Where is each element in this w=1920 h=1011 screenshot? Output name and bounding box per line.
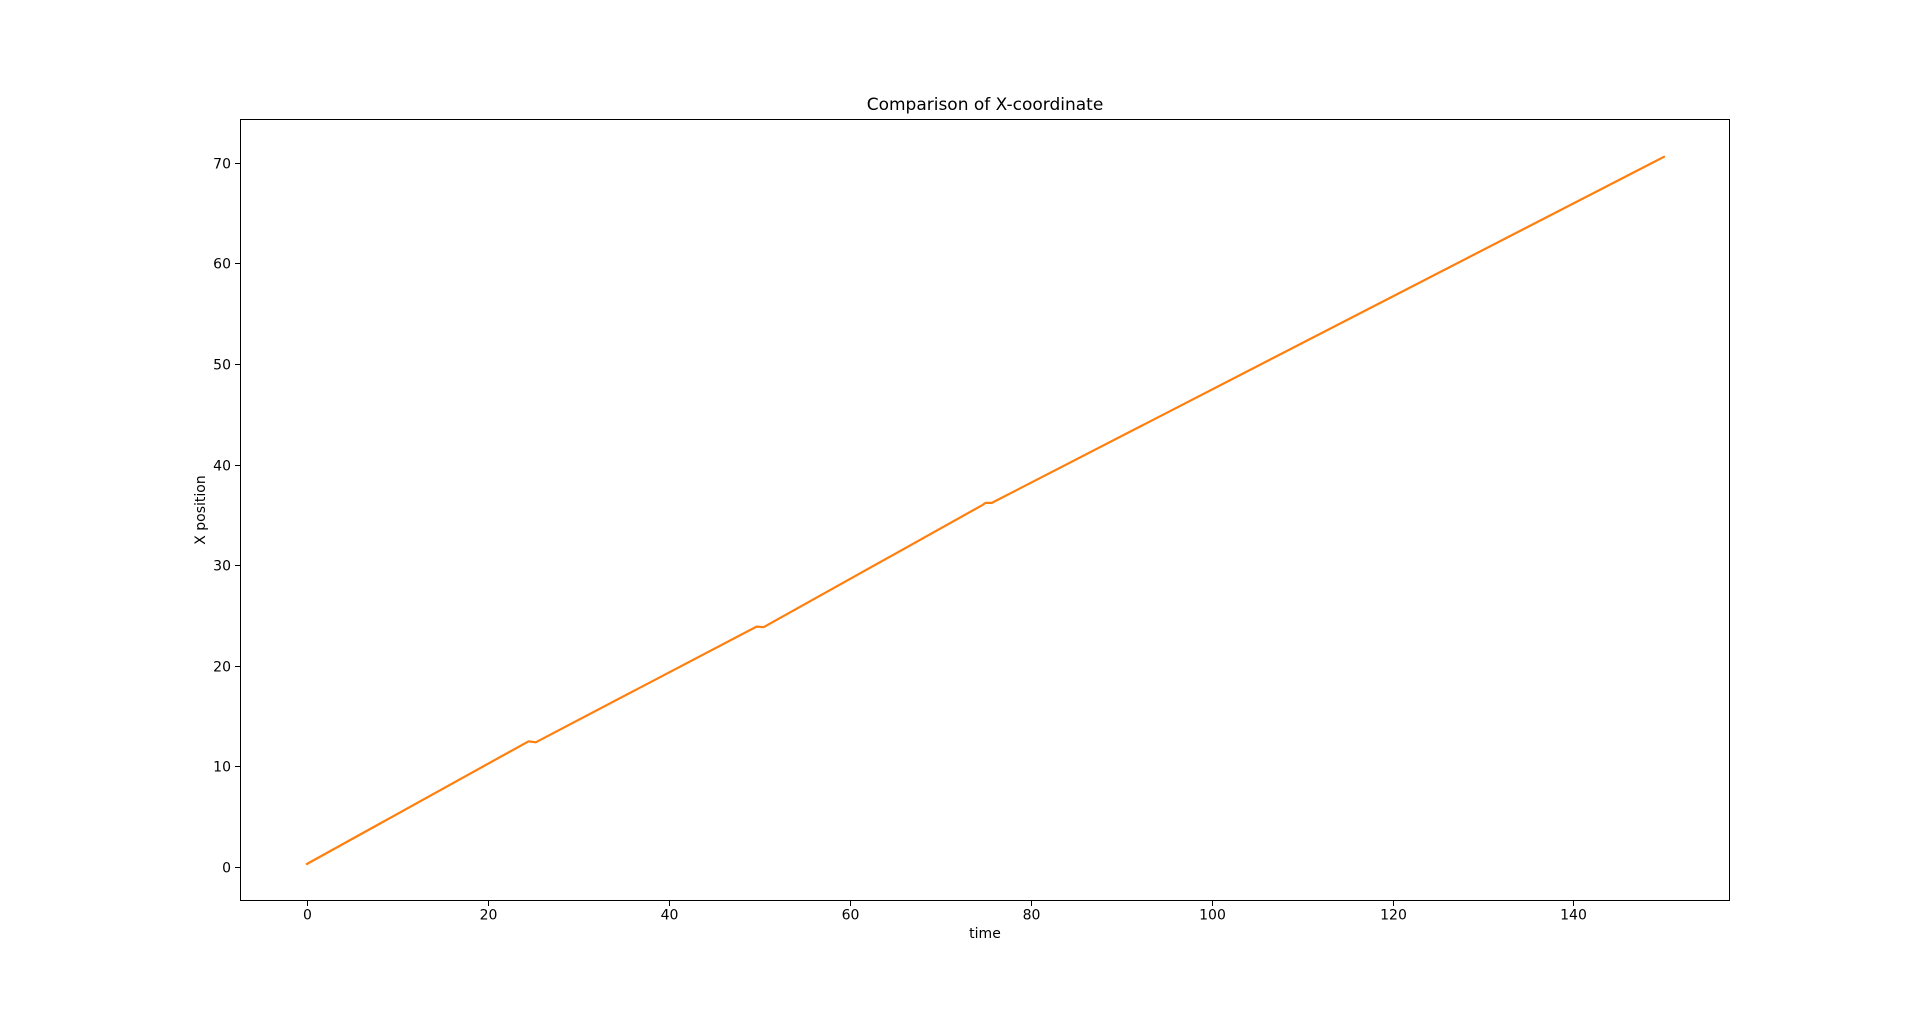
data-line bbox=[305, 155, 1666, 866]
y-tick-label: 20 bbox=[213, 660, 231, 676]
y-axis-label: X position bbox=[193, 475, 209, 545]
y-tick-label: 70 bbox=[213, 157, 231, 173]
y-tick-label: 60 bbox=[213, 257, 231, 273]
y-tick-label: 0 bbox=[222, 861, 231, 877]
y-tick-label: 50 bbox=[213, 358, 231, 374]
x-tick-label: 40 bbox=[661, 908, 679, 924]
x-tick-label: 0 bbox=[303, 908, 312, 924]
x-tick-label: 100 bbox=[1199, 908, 1226, 924]
y-tick-label: 40 bbox=[213, 459, 231, 475]
y-tick-label: 30 bbox=[213, 559, 231, 575]
chart-title: Comparison of X-coordinate bbox=[866, 95, 1104, 115]
x-axis-label: time bbox=[969, 926, 1001, 942]
x-tick-label: 20 bbox=[480, 908, 498, 924]
x-tick-label: 140 bbox=[1560, 908, 1587, 924]
axes-frame bbox=[240, 119, 1730, 901]
y-tick-label: 10 bbox=[213, 760, 231, 776]
x-tick-label: 120 bbox=[1380, 908, 1407, 924]
x-tick-label: 80 bbox=[1023, 908, 1041, 924]
x-tick-label: 60 bbox=[842, 908, 860, 924]
